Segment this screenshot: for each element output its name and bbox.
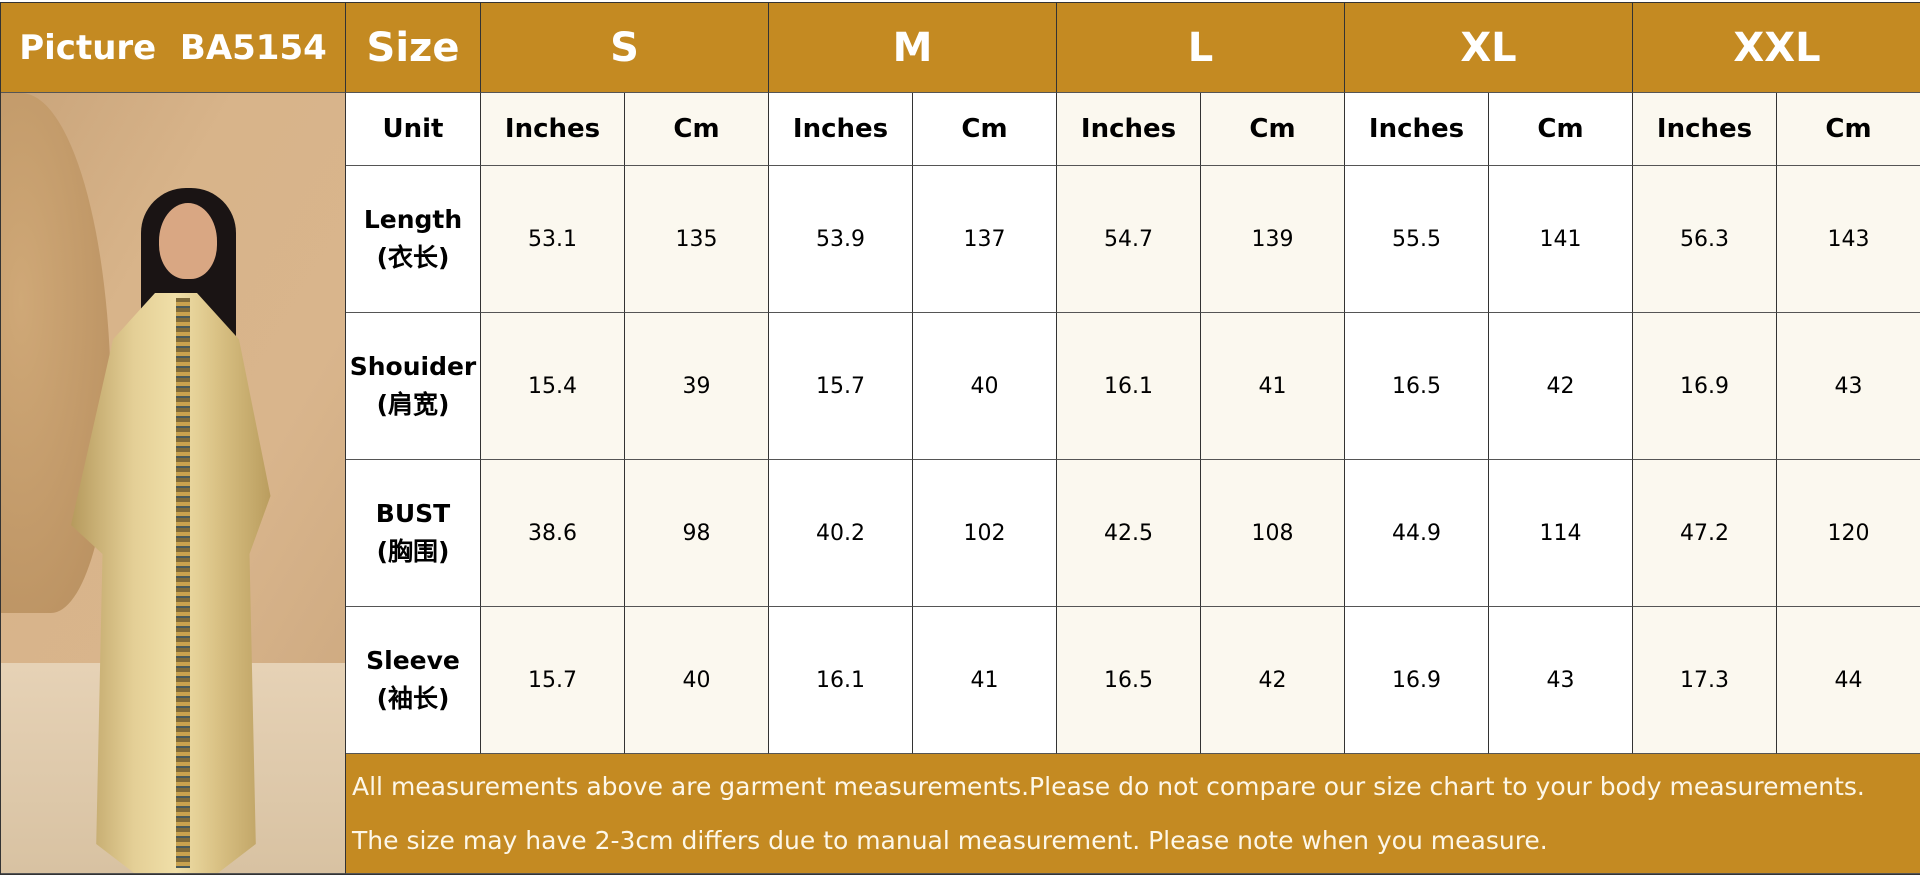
table-cell: 42 [1489, 313, 1633, 460]
table-cell: 44.9 [1345, 460, 1489, 607]
unit-inches: Inches [769, 93, 913, 166]
table-cell: 137 [913, 166, 1057, 313]
measure-name: Length [363, 205, 463, 234]
unit-inches: Inches [1057, 93, 1201, 166]
picture-header: Picture BA5154 [1, 3, 346, 93]
row-label: Sleeve (袖长) [346, 607, 481, 754]
table-cell: 16.1 [1057, 313, 1201, 460]
size-xl-header: XL [1345, 3, 1633, 93]
table-cell: 16.5 [1345, 313, 1489, 460]
table-cell: 38.6 [481, 460, 625, 607]
table-cell: 42 [1201, 607, 1345, 754]
measure-name-cn: (肩宽) [376, 390, 450, 419]
table-cell: 16.5 [1057, 607, 1201, 754]
table-cell: 43 [1489, 607, 1633, 754]
footer-note: All measurements above are garment measu… [346, 754, 1920, 874]
size-header: Size [346, 3, 481, 93]
table-cell: 16.9 [1345, 607, 1489, 754]
unit-cm: Cm [1489, 93, 1633, 166]
table-cell: 41 [913, 607, 1057, 754]
unit-inches: Inches [481, 93, 625, 166]
table-cell: 108 [1201, 460, 1345, 607]
size-s-header: S [481, 3, 769, 93]
measure-name: Shouider [349, 352, 477, 381]
table-cell: 120 [1777, 460, 1920, 607]
table-cell: 98 [625, 460, 769, 607]
measure-name: BUST [375, 499, 451, 528]
table-cell: 42.5 [1057, 460, 1201, 607]
table-cell: 53.9 [769, 166, 913, 313]
table-cell: 15.7 [481, 607, 625, 754]
unit-cm: Cm [625, 93, 769, 166]
table-cell: 16.1 [769, 607, 913, 754]
row-label: Length (衣长) [346, 166, 481, 313]
unit-inches: Inches [1345, 93, 1489, 166]
size-m-header: M [769, 3, 1057, 93]
unit-inches: Inches [1633, 93, 1777, 166]
table-cell: 47.2 [1633, 460, 1777, 607]
table-cell: 55.5 [1345, 166, 1489, 313]
table-cell: 53.1 [481, 166, 625, 313]
table-cell: 41 [1201, 313, 1345, 460]
table-cell: 39 [625, 313, 769, 460]
table-cell: 40 [625, 607, 769, 754]
unit-cm: Cm [913, 93, 1057, 166]
table-cell: 141 [1489, 166, 1633, 313]
table-cell: 139 [1201, 166, 1345, 313]
table-cell: 102 [913, 460, 1057, 607]
size-l-header: L [1057, 3, 1345, 93]
footer-line1: All measurements above are garment measu… [352, 772, 1865, 802]
measure-name-cn: (袖长) [376, 684, 450, 713]
product-photo [1, 93, 346, 874]
measure-name-cn: (胸围) [376, 537, 450, 566]
footer-line2: The size may have 2-3cm differs due to m… [352, 825, 1548, 855]
table-cell: 56.3 [1633, 166, 1777, 313]
unit-cm: Cm [1777, 93, 1920, 166]
table-cell: 114 [1489, 460, 1633, 607]
row-label: Shouider (肩宽) [346, 313, 481, 460]
table-cell: 15.7 [769, 313, 913, 460]
table-cell: 44 [1777, 607, 1920, 754]
table-cell: 43 [1777, 313, 1920, 460]
table-cell: 17.3 [1633, 607, 1777, 754]
size-xxl-header: XXL [1633, 3, 1920, 93]
table-cell: 54.7 [1057, 166, 1201, 313]
table-cell: 16.9 [1633, 313, 1777, 460]
row-label: BUST (胸围) [346, 460, 481, 607]
measure-name: Sleeve [366, 646, 460, 675]
unit-cm: Cm [1201, 93, 1345, 166]
table-cell: 135 [625, 166, 769, 313]
unit-label: Unit [346, 93, 481, 166]
measure-name-cn: (衣长) [376, 243, 450, 272]
table-cell: 40 [913, 313, 1057, 460]
table-cell: 40.2 [769, 460, 913, 607]
table-cell: 15.4 [481, 313, 625, 460]
table-cell: 143 [1777, 166, 1920, 313]
